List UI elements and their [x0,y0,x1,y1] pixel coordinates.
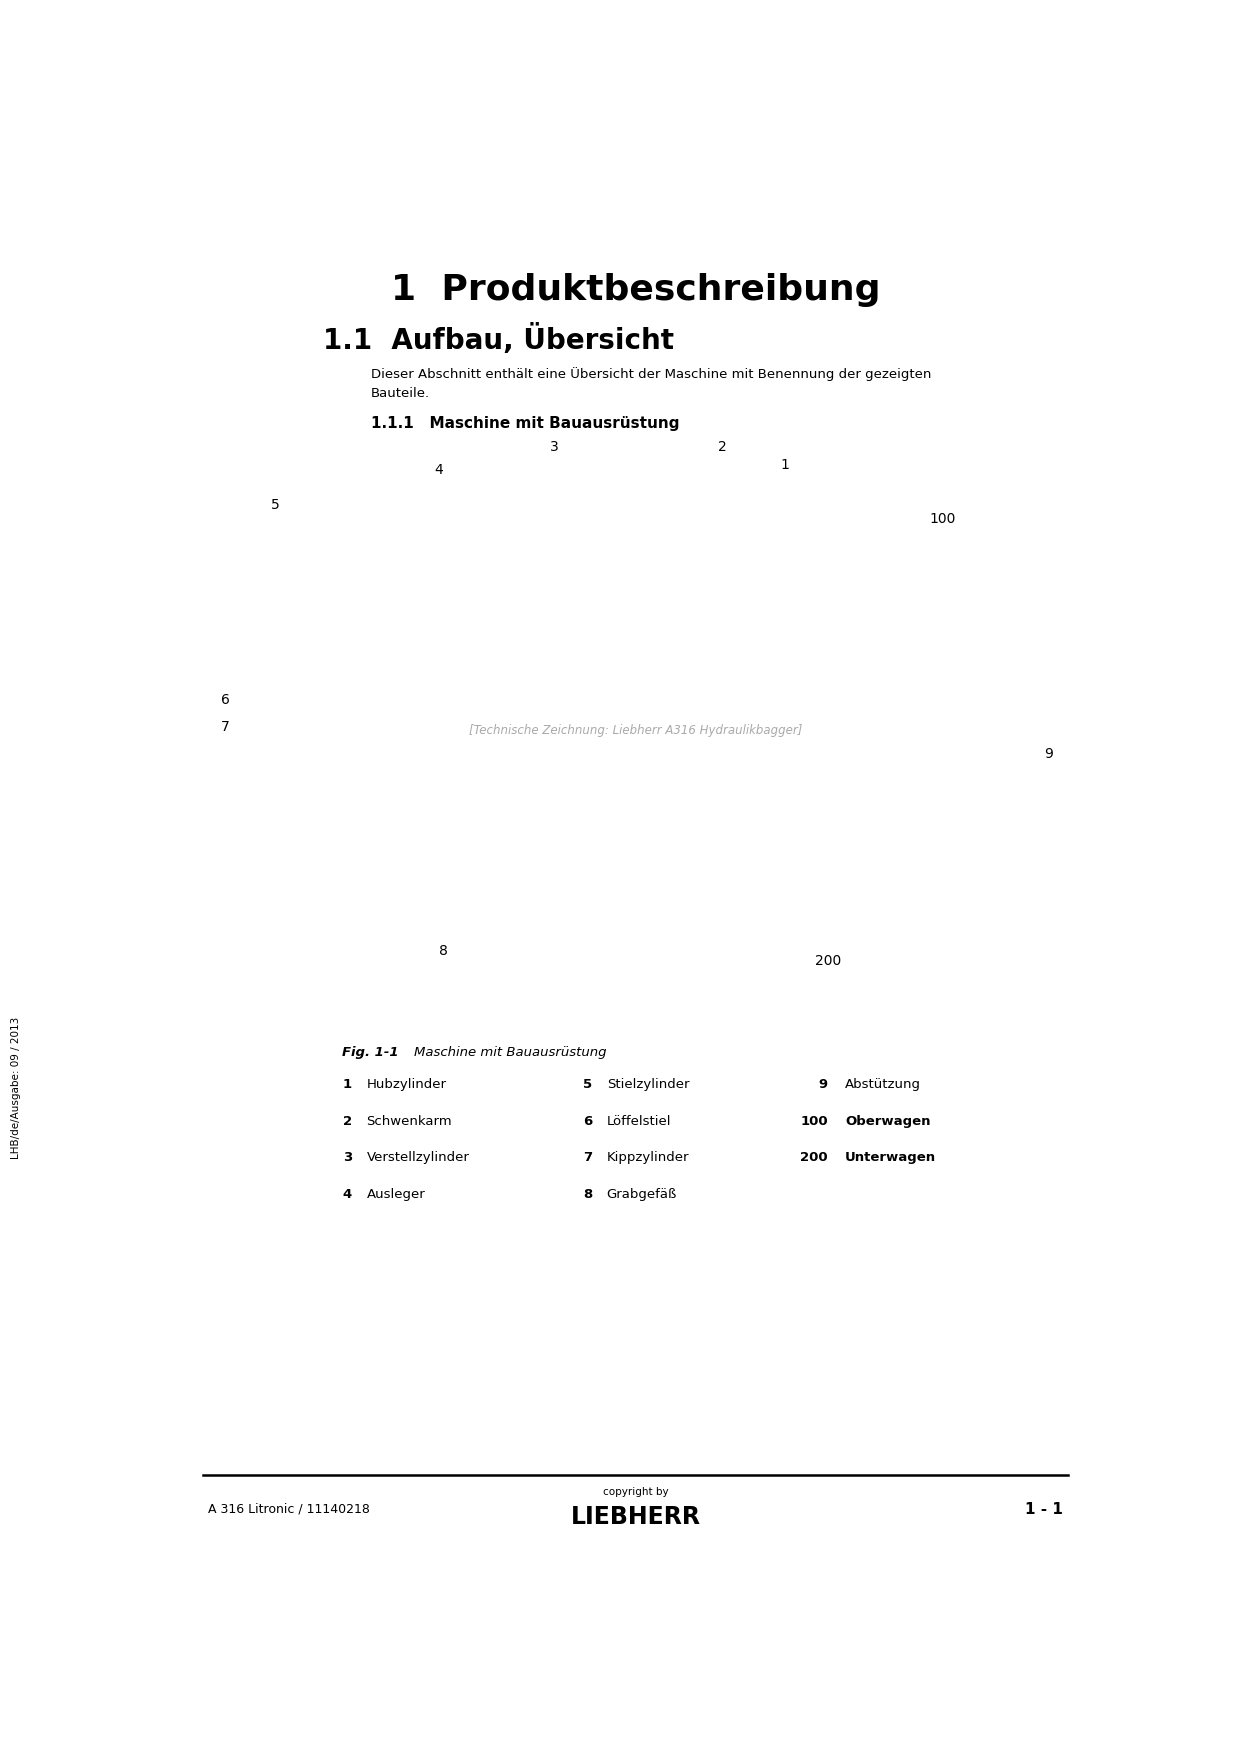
Text: Hubzylinder: Hubzylinder [367,1078,446,1092]
Text: 8: 8 [583,1188,593,1200]
Text: 8: 8 [439,944,448,958]
Text: 6: 6 [583,1114,593,1128]
Text: Oberwagen: Oberwagen [844,1114,930,1128]
Text: 1: 1 [343,1078,352,1092]
Text: A 316 Litronic / 11140218: A 316 Litronic / 11140218 [208,1502,370,1516]
Text: Grabgefäß: Grabgefäß [606,1188,677,1200]
Text: 3: 3 [342,1151,352,1164]
Text: Kippzylinder: Kippzylinder [606,1151,689,1164]
Text: Verstellzylinder: Verstellzylinder [367,1151,469,1164]
Text: Unterwagen: Unterwagen [844,1151,936,1164]
Text: Stielzylinder: Stielzylinder [606,1078,689,1092]
Text: 1: 1 [780,458,789,472]
Text: [Technische Zeichnung: Liebherr A316 Hydraulikbagger]: [Technische Zeichnung: Liebherr A316 Hyd… [469,725,802,737]
Text: 2: 2 [343,1114,352,1128]
Text: 200: 200 [800,1151,828,1164]
Text: Fig. 1-1: Fig. 1-1 [342,1046,399,1058]
Text: copyright by: copyright by [603,1486,668,1497]
Text: 7: 7 [583,1151,593,1164]
Text: Maschine mit Bauausrüstung: Maschine mit Bauausrüstung [414,1046,606,1058]
Text: 6: 6 [221,693,229,707]
Text: 200: 200 [815,953,841,967]
Text: Schwenkarm: Schwenkarm [367,1114,453,1128]
Text: 4: 4 [342,1188,352,1200]
Text: Ausleger: Ausleger [367,1188,425,1200]
Text: 2: 2 [718,441,727,455]
Text: 3: 3 [549,441,558,455]
Text: Löffelstiel: Löffelstiel [606,1114,671,1128]
Text: 1 - 1: 1 - 1 [1025,1502,1063,1518]
Text: 1.1  Aufbau, Übersicht: 1.1 Aufbau, Übersicht [324,325,675,355]
Text: Abstützung: Abstützung [844,1078,921,1092]
Text: Dieser Abschnitt enthält eine Übersicht der Maschine mit Benennung der gezeigten: Dieser Abschnitt enthält eine Übersicht … [371,367,931,400]
Text: LHB/de/Ausgabe: 09 / 2013: LHB/de/Ausgabe: 09 / 2013 [11,1016,21,1160]
Text: 100: 100 [800,1114,828,1128]
Text: 5: 5 [583,1078,593,1092]
Text: 7: 7 [221,720,229,734]
Text: 100: 100 [930,512,956,526]
Text: 5: 5 [270,498,279,512]
Text: 1.1.1   Maschine mit Bauausrüstung: 1.1.1 Maschine mit Bauausrüstung [371,416,680,432]
Text: 9: 9 [1044,748,1053,762]
Text: LIEBHERR: LIEBHERR [570,1506,701,1529]
Text: 9: 9 [818,1078,828,1092]
Text: 1  Produktbeschreibung: 1 Produktbeschreibung [391,272,880,307]
Text: 4: 4 [434,463,443,477]
